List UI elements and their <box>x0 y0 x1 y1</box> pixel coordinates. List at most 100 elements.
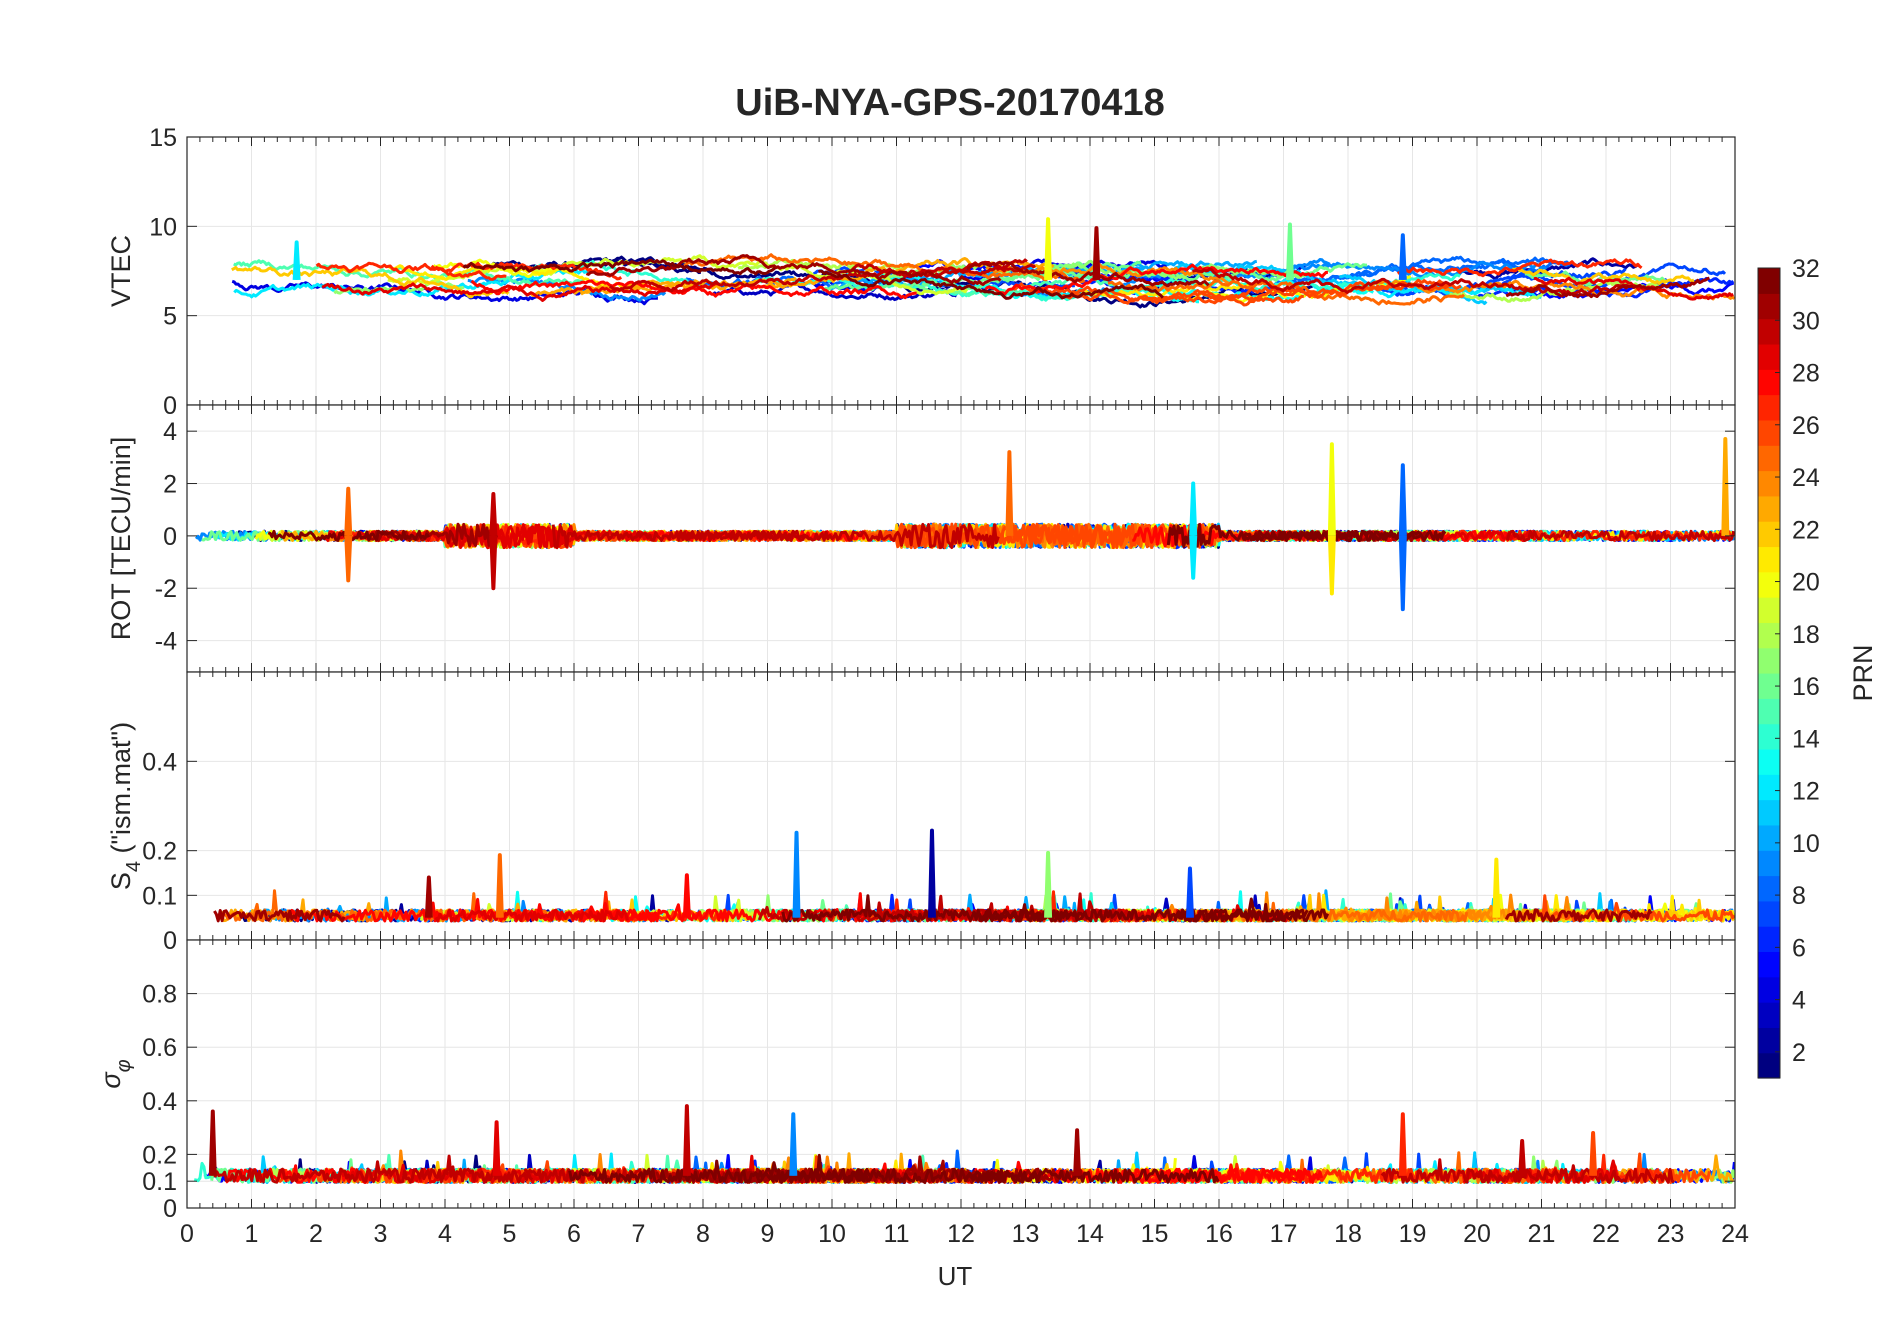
colorbar-swatch <box>1758 748 1780 775</box>
y-tick-label: 4 <box>163 418 177 446</box>
series-line-prn-31 <box>368 522 499 548</box>
x-tick-label: 17 <box>1270 1220 1298 1248</box>
x-tick-label: 1 <box>245 1220 259 1248</box>
y-tick-label: 5 <box>163 303 177 331</box>
spike-prn-16 <box>1285 222 1294 281</box>
panel-vtec: 0 5 10 15 VTEC <box>106 124 1736 420</box>
series-line-prn-30 <box>680 522 1000 550</box>
series-line-prn-18 <box>1448 279 1660 303</box>
spike-prn-26 <box>1589 1130 1598 1176</box>
spike-prn-20 <box>1327 442 1336 536</box>
series-line-prn-32 <box>971 897 1309 923</box>
x-tick-label: 4 <box>438 1220 452 1248</box>
series-line-prn-30 <box>848 258 1028 279</box>
spike-prn-23 <box>1721 437 1730 536</box>
series-line-prn-2 <box>1461 257 1640 280</box>
series-group <box>213 828 1735 923</box>
series-group <box>231 217 1735 309</box>
series-line-prn-32 <box>462 258 776 276</box>
colorbar-swatch <box>1758 571 1780 598</box>
spike-prn-30 <box>489 492 498 536</box>
colorbar-tick-label: 12 <box>1792 778 1820 806</box>
x-tick-label: 10 <box>818 1220 846 1248</box>
colorbar-swatch <box>1758 546 1780 573</box>
x-tick-label: 7 <box>632 1220 646 1248</box>
series-line-prn-19 <box>530 254 969 296</box>
colorbar-swatch <box>1758 597 1780 623</box>
series-line-prn-29 <box>434 908 629 923</box>
x-tick-label: 3 <box>374 1220 388 1248</box>
spike-prn-27 <box>1398 1112 1407 1176</box>
y-axis-label: ROT [TECU/min] <box>106 437 136 641</box>
colorbar-swatch <box>1758 419 1780 446</box>
colorbar-swatch <box>1758 698 1780 725</box>
y-tick-label: 0 <box>163 1195 177 1223</box>
x-tick-label: 6 <box>567 1220 581 1248</box>
series-group <box>193 1104 1735 1184</box>
panel-s4: 0 0.1 0.2 0.4S4 ("ism.mat") <box>106 671 1736 955</box>
y-tick-label: 0.8 <box>142 981 177 1009</box>
colorbar-swatch <box>1758 622 1780 649</box>
series-line-prn-32 <box>1173 902 1330 923</box>
y-tick-label: 0.2 <box>142 838 177 866</box>
series-line-prn-30 <box>609 260 1036 293</box>
spike-prn-25 <box>344 486 353 536</box>
series-line-prn-31 <box>585 254 1002 286</box>
colorbar-swatch <box>1758 293 1780 320</box>
panel-rot: -4 -2 0 2 4 ROT [TECU/min] <box>106 404 1736 673</box>
x-tick-label: 18 <box>1334 1220 1362 1248</box>
x-tick-label: 11 <box>884 1220 910 1248</box>
colorbar-swatch <box>1758 369 1780 396</box>
series-line-prn-27 <box>1396 258 1643 278</box>
spike-prn-12 <box>292 240 301 281</box>
colorbar-tick-label: 6 <box>1792 934 1806 962</box>
colorbar-swatch <box>1758 495 1780 522</box>
colorbar-swatch <box>1758 875 1780 902</box>
spike-prn-21 <box>1492 857 1501 918</box>
x-tick-label: 5 <box>503 1220 517 1248</box>
x-tick-label: 23 <box>1657 1220 1685 1248</box>
spike-prn-30 <box>1518 1139 1527 1176</box>
spike-prn-29 <box>492 1120 501 1176</box>
colorbar-swatch <box>1758 951 1780 978</box>
colorbar-tick-label: 2 <box>1792 1039 1806 1067</box>
x-axis-label: UT <box>938 1261 973 1291</box>
series-line-prn-28 <box>1099 1163 1324 1184</box>
series-line-prn-30 <box>1380 1158 1675 1184</box>
colorbar-swatch <box>1758 394 1780 421</box>
colorbar-tick-label: 4 <box>1792 987 1806 1015</box>
y-axis-label: S4 ("ism.mat") <box>106 722 145 890</box>
spike-prn-20 <box>1044 217 1053 280</box>
spike-prn-12 <box>1189 535 1198 580</box>
colorbar-tick-label: 22 <box>1792 516 1820 544</box>
spike-prn-31 <box>1073 1128 1082 1176</box>
spike-prn-25 <box>1005 450 1014 536</box>
colorbar-tick-label: 20 <box>1792 569 1820 597</box>
x-tick-label: 0 <box>180 1220 194 1248</box>
series-line-prn-25 <box>1107 279 1466 306</box>
y-tick-label: -4 <box>155 628 177 656</box>
series-line-prn-29 <box>321 282 720 302</box>
colorbar-swatch <box>1758 1027 1780 1054</box>
spike-prn-9 <box>789 1112 798 1176</box>
spike-prn-17 <box>1044 850 1053 918</box>
y-tick-label: 0 <box>163 392 177 420</box>
x-tick-label: 2 <box>309 1220 323 1248</box>
series-line-prn-31 <box>1505 276 1710 299</box>
spike-prn-30 <box>489 535 498 591</box>
colorbar-swatch <box>1758 799 1780 826</box>
colorbar-swatch <box>1758 445 1780 472</box>
series-line-prn-3 <box>711 280 958 302</box>
series-line-prn-31 <box>966 260 1210 288</box>
colorbar-frame <box>1757 267 1781 1079</box>
colorbar-tick-label: 8 <box>1792 882 1806 910</box>
spike-prn-8 <box>1398 463 1407 536</box>
series-line-prn-15 <box>233 259 585 287</box>
panel-sigma_phi: 00.10.2 0.4 0.6 0.8 σφ <box>96 939 1736 1223</box>
series-line-prn-25 <box>683 253 1086 284</box>
y-tick-label: 15 <box>149 124 177 152</box>
spike-prn-12 <box>1189 481 1198 536</box>
series-line-prn-27 <box>315 261 507 281</box>
